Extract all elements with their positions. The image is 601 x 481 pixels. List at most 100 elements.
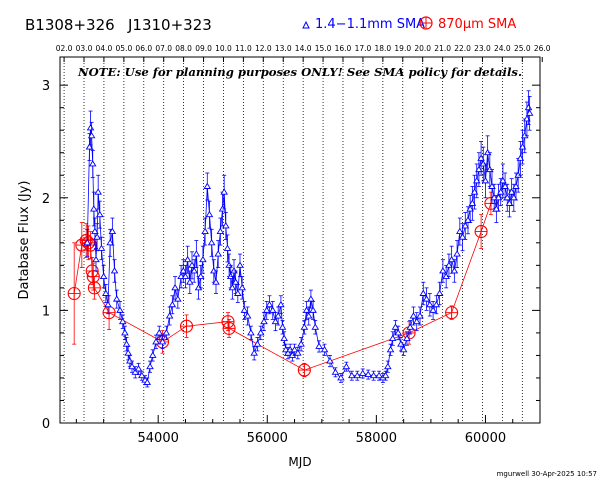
- data-point: [309, 306, 317, 313]
- data-point: [524, 103, 533, 111]
- data-point: [432, 300, 441, 308]
- data-point: [348, 371, 356, 379]
- data-point: [216, 227, 225, 235]
- data-point: [439, 267, 447, 274]
- top-tick-label: 21.0: [434, 44, 451, 53]
- y-tick-label: 1: [42, 304, 50, 319]
- data-point: [483, 148, 492, 156]
- data-point: [326, 357, 334, 364]
- series-870um: [67, 191, 498, 378]
- data-point: [85, 143, 94, 150]
- x-tick-label: 60000: [465, 431, 506, 446]
- data-point: [505, 199, 514, 206]
- data-point: [260, 317, 268, 325]
- data-point: [214, 250, 222, 257]
- top-tick-label: 15.0: [315, 44, 332, 53]
- data-point: [240, 306, 249, 313]
- data-point: [315, 342, 323, 349]
- top-tick-label: 24.0: [494, 44, 511, 53]
- data-point: [435, 289, 444, 296]
- data-point: [194, 283, 203, 291]
- data-point: [96, 210, 104, 218]
- data-point: [91, 227, 99, 235]
- data-point: [503, 193, 512, 201]
- legend: 1.4−1.1mm SMA 870μm SMA: [302, 16, 516, 32]
- data-point: [386, 345, 395, 353]
- data-point: [284, 349, 292, 356]
- data-point: [274, 312, 282, 319]
- series-line: [86, 107, 530, 384]
- data-point: [158, 338, 167, 345]
- top-tick-label: 17.0: [355, 44, 372, 53]
- data-point: [422, 295, 431, 302]
- data-point: [501, 182, 509, 189]
- data-point: [445, 261, 453, 268]
- data-point: [479, 160, 488, 167]
- data-point: [220, 188, 228, 195]
- data-point: [496, 188, 505, 195]
- top-tick-label: 04.0: [96, 44, 113, 53]
- top-tick-label: 16.0: [335, 44, 352, 53]
- data-point: [419, 289, 428, 296]
- data-point: [83, 238, 92, 246]
- data-point: [112, 295, 121, 302]
- data-point: [499, 177, 507, 184]
- data-point: [110, 267, 119, 274]
- data-point: [155, 329, 164, 336]
- data-point: [510, 193, 518, 201]
- data-point: [162, 329, 171, 336]
- data-point: [253, 340, 262, 347]
- data-point: [225, 261, 233, 268]
- data-point: [226, 272, 235, 280]
- data-point: [488, 182, 496, 189]
- data-point: [514, 171, 522, 178]
- data-point: [168, 300, 177, 308]
- data-point: [188, 261, 196, 268]
- data-point: [399, 345, 408, 353]
- data-point: [222, 321, 236, 335]
- data-point: [277, 300, 285, 308]
- data-point: [464, 216, 472, 223]
- x-tick-label: 54000: [138, 431, 179, 446]
- data-point: [88, 160, 97, 167]
- source-name: B1308+326: [25, 16, 115, 34]
- data-point: [388, 334, 397, 341]
- top-tick-label: 14.0: [295, 44, 312, 53]
- data-point: [494, 193, 503, 201]
- x-axis: 54000 56000 58000 60000: [75, 415, 541, 446]
- data-point: [290, 345, 299, 353]
- data-point: [122, 340, 131, 347]
- top-tick-label: 23.0: [474, 44, 491, 53]
- data-point: [516, 154, 525, 161]
- data-point: [490, 193, 498, 201]
- data-point: [302, 306, 311, 313]
- data-point: [171, 283, 179, 291]
- x-tick-label: 56000: [247, 431, 288, 446]
- data-point: [280, 334, 288, 341]
- data-point: [525, 109, 534, 116]
- data-point: [391, 323, 400, 330]
- data-point: [223, 244, 232, 251]
- data-point: [238, 283, 246, 291]
- data-point: [470, 188, 479, 195]
- data-point: [192, 250, 201, 257]
- data-point: [406, 323, 414, 330]
- data-point: [520, 131, 529, 139]
- data-point: [104, 300, 112, 308]
- top-tick-label: 19.0: [394, 44, 411, 53]
- top-tick-label: 02.0: [56, 44, 73, 53]
- top-tick-label: 22.0: [454, 44, 471, 53]
- data-point: [474, 225, 488, 239]
- data-point: [86, 124, 95, 131]
- data-point: [523, 115, 531, 122]
- data-point: [87, 281, 101, 295]
- data-point: [102, 289, 110, 296]
- data-point: [429, 306, 437, 313]
- data-point: [210, 267, 218, 274]
- data-point: [174, 295, 182, 302]
- data-point: [472, 177, 481, 184]
- y-axis-label: Database Flux (Jy): [17, 181, 32, 300]
- top-tick-label: 08.0: [175, 44, 192, 53]
- data-point: [286, 345, 294, 353]
